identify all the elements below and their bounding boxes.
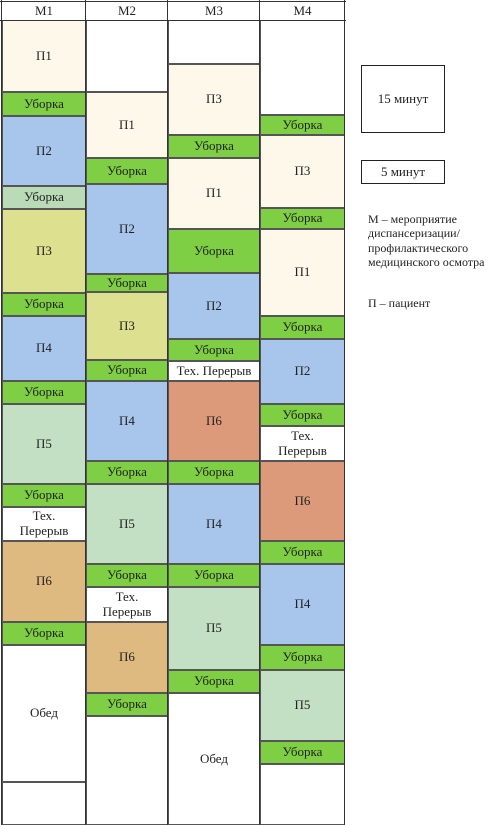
cleaning-block: Уборка xyxy=(86,461,168,484)
patient-block: П2 xyxy=(2,116,86,186)
tech-break-block: Тех. Перерыв xyxy=(2,507,86,541)
cleaning-block: Уборка xyxy=(86,158,168,184)
patient-block: П2 xyxy=(86,184,168,274)
lunch-block: Обед xyxy=(168,693,260,825)
column-header-1: М1 xyxy=(34,3,54,18)
patient-block: П3 xyxy=(260,135,345,208)
patient-block: П1 xyxy=(168,158,260,229)
cleaning-block: Уборка xyxy=(260,316,345,339)
patient-block: П1 xyxy=(86,92,168,158)
tech-break-block: Тех. Перерыв xyxy=(260,426,345,461)
grid-divider xyxy=(85,0,86,825)
patient-block: П5 xyxy=(168,587,260,670)
cleaning-block: Уборка xyxy=(260,645,345,670)
column-header-3: М3 xyxy=(204,3,224,18)
legend-15-min-label: 15 минут xyxy=(377,91,429,106)
patient-block: П1 xyxy=(2,20,86,92)
column-header-2: М2 xyxy=(117,3,137,18)
cleaning-block: Уборка xyxy=(2,186,86,209)
legend-15-min-box: 15 минут xyxy=(361,65,445,133)
patient-block: П4 xyxy=(260,564,345,645)
cleaning-block: Уборка xyxy=(260,541,345,564)
cleaning-block: Уборка xyxy=(2,293,86,316)
empty-slot xyxy=(168,20,260,64)
cleaning-block: Уборка xyxy=(2,381,86,404)
legend-5-min-box: 5 минут xyxy=(361,160,445,184)
patient-block: П4 xyxy=(2,316,86,381)
column-header-4: М4 xyxy=(293,3,312,18)
legend-5-min-label: 5 минут xyxy=(380,164,426,179)
cleaning-block: Уборка xyxy=(2,484,86,507)
patient-block: П5 xyxy=(2,404,86,484)
patient-block: П4 xyxy=(86,381,168,461)
cleaning-block: Уборка xyxy=(2,92,86,116)
patient-block: П4 xyxy=(168,484,260,564)
lunch-block: Обед xyxy=(2,645,86,782)
grid-divider xyxy=(1,0,2,825)
empty-slot xyxy=(260,764,345,825)
cleaning-block: Уборка xyxy=(86,693,168,716)
tech-break-block: Тех. Перерыв xyxy=(86,587,168,622)
cleaning-block: Уборка xyxy=(168,229,260,273)
cleaning-block: Уборка xyxy=(86,274,168,292)
patient-block: П1 xyxy=(260,229,345,316)
patient-block: П3 xyxy=(86,292,168,360)
cleaning-block: Уборка xyxy=(168,461,260,484)
cleaning-block: Уборка xyxy=(260,115,345,135)
cleaning-block: Уборка xyxy=(86,360,168,381)
schedule-grid: М1 П1 Уборка П2 Уборка П3 Уборка П4 Уборка П5 Убор… xyxy=(0,0,346,825)
patient-block: П2 xyxy=(260,339,345,404)
cleaning-block: Уборка xyxy=(2,622,86,645)
patient-block: П3 xyxy=(168,64,260,135)
patient-block: П6 xyxy=(168,381,260,461)
cleaning-block: Уборка xyxy=(260,741,345,764)
patient-block: П6 xyxy=(260,461,345,541)
cleaning-block: Уборка xyxy=(260,208,345,229)
patient-block: П3 xyxy=(2,209,86,293)
empty-slot xyxy=(86,20,168,92)
grid-divider xyxy=(167,0,168,825)
empty-slot xyxy=(86,716,168,825)
patient-block: П5 xyxy=(86,484,168,564)
empty-slot xyxy=(260,20,345,115)
legend-m-description: М – мероприятие диспансеризации/ профила… xyxy=(368,212,485,270)
grid-header-line xyxy=(0,20,346,21)
cleaning-block: Уборка xyxy=(260,404,345,426)
grid-header-line xyxy=(0,1,346,2)
grid-divider xyxy=(259,0,260,825)
cleaning-block: Уборка xyxy=(168,135,260,158)
legend-p-description: П – пациент xyxy=(368,296,431,310)
cleaning-block: Уборка xyxy=(168,339,260,361)
patient-block: П6 xyxy=(2,541,86,622)
patient-block: П5 xyxy=(260,670,345,741)
patient-block: П2 xyxy=(168,273,260,339)
patient-block: П6 xyxy=(86,622,168,693)
cleaning-block: Уборка xyxy=(86,564,168,587)
cleaning-block: Уборка xyxy=(168,670,260,693)
cleaning-block: Уборка xyxy=(168,564,260,587)
empty-slot xyxy=(2,782,86,825)
tech-break-block: Тех. Перерыв xyxy=(168,361,260,381)
grid-divider xyxy=(344,0,345,825)
